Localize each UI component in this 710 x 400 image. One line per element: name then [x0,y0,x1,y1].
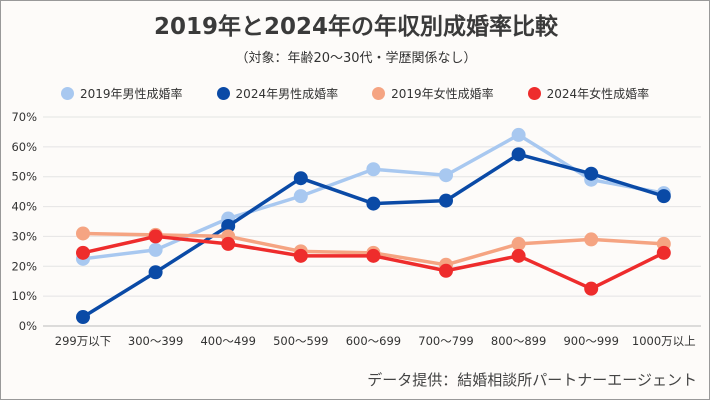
data-point-0 [293,189,308,204]
x-tick-label: 400〜499 [200,334,255,348]
data-point-2 [511,236,526,251]
x-tick-label: 500〜599 [273,334,328,348]
legend-marker [372,87,386,100]
chart-title: 2019年と2024年の年収別成婚率比較 [153,14,559,40]
x-tick-label: 300〜399 [128,334,183,348]
data-point-1 [76,310,90,325]
data-point-0 [148,242,163,257]
legend: 2019年男性成婚率 2024年男性成婚率 2019年女性成婚率 2024年女性… [61,85,649,102]
data-point-3 [76,245,90,260]
y-tick-label: 0% [19,319,37,333]
data-point-1 [511,147,526,162]
x-tick-label: 299万以下 [55,334,111,348]
data-point-1 [293,171,308,186]
chart-subtitle: （対象：年齢20〜30代・学歴関係なし） [235,51,477,66]
data-point-0 [366,162,381,177]
data-point-2 [584,232,599,247]
y-tick-label: 30% [11,229,37,243]
y-tick-label: 50% [11,170,37,184]
data-point-3 [584,281,599,296]
data-point-3 [293,248,308,263]
legend-label: 2019年男性成婚率 [80,87,183,101]
data-point-2 [76,226,90,241]
x-tick-label: 800〜899 [491,334,546,348]
data-point-3 [366,248,381,263]
data-point-3 [439,263,453,278]
data-point-3 [221,236,236,251]
x-tick-label: 900〜999 [563,334,618,348]
x-tick-label: 600〜699 [346,334,401,348]
data-credit: データ提供：結婚相談所パートナーエージェント [367,371,697,389]
y-tick-label: 60% [11,140,37,154]
data-point-1 [148,265,163,280]
legend-item: 2024年女性成婚率 [527,85,650,102]
data-point-1 [439,193,453,208]
x-tick-label: 1000万以上 [632,334,696,348]
data-point-1 [366,196,381,211]
data-point-0 [439,168,453,183]
legend-marker [216,87,230,100]
legend-marker [61,87,74,100]
data-point-3 [148,229,163,244]
data-point-3 [511,248,526,263]
legend-label: 2019年女性成婚率 [391,87,494,101]
data-point-1 [221,218,236,233]
legend-marker [527,87,541,100]
legend-item: 2019年女性成婚率 [372,85,494,102]
y-tick-label: 70% [11,110,37,124]
data-point-1 [584,166,599,181]
legend-item: 2019年男性成婚率 [61,85,183,102]
y-tick-label: 10% [11,289,37,303]
legend-label: 2024年男性成婚率 [235,87,339,101]
y-tick-label: 40% [11,200,37,214]
data-point-0 [511,127,526,142]
y-tick-label: 20% [11,259,37,273]
legend-item: 2024年男性成婚率 [216,85,339,102]
x-tick-label: 700〜799 [418,334,473,348]
data-point-1 [656,189,671,204]
data-point-3 [656,245,671,260]
legend-label: 2024年女性成婚率 [546,87,650,101]
